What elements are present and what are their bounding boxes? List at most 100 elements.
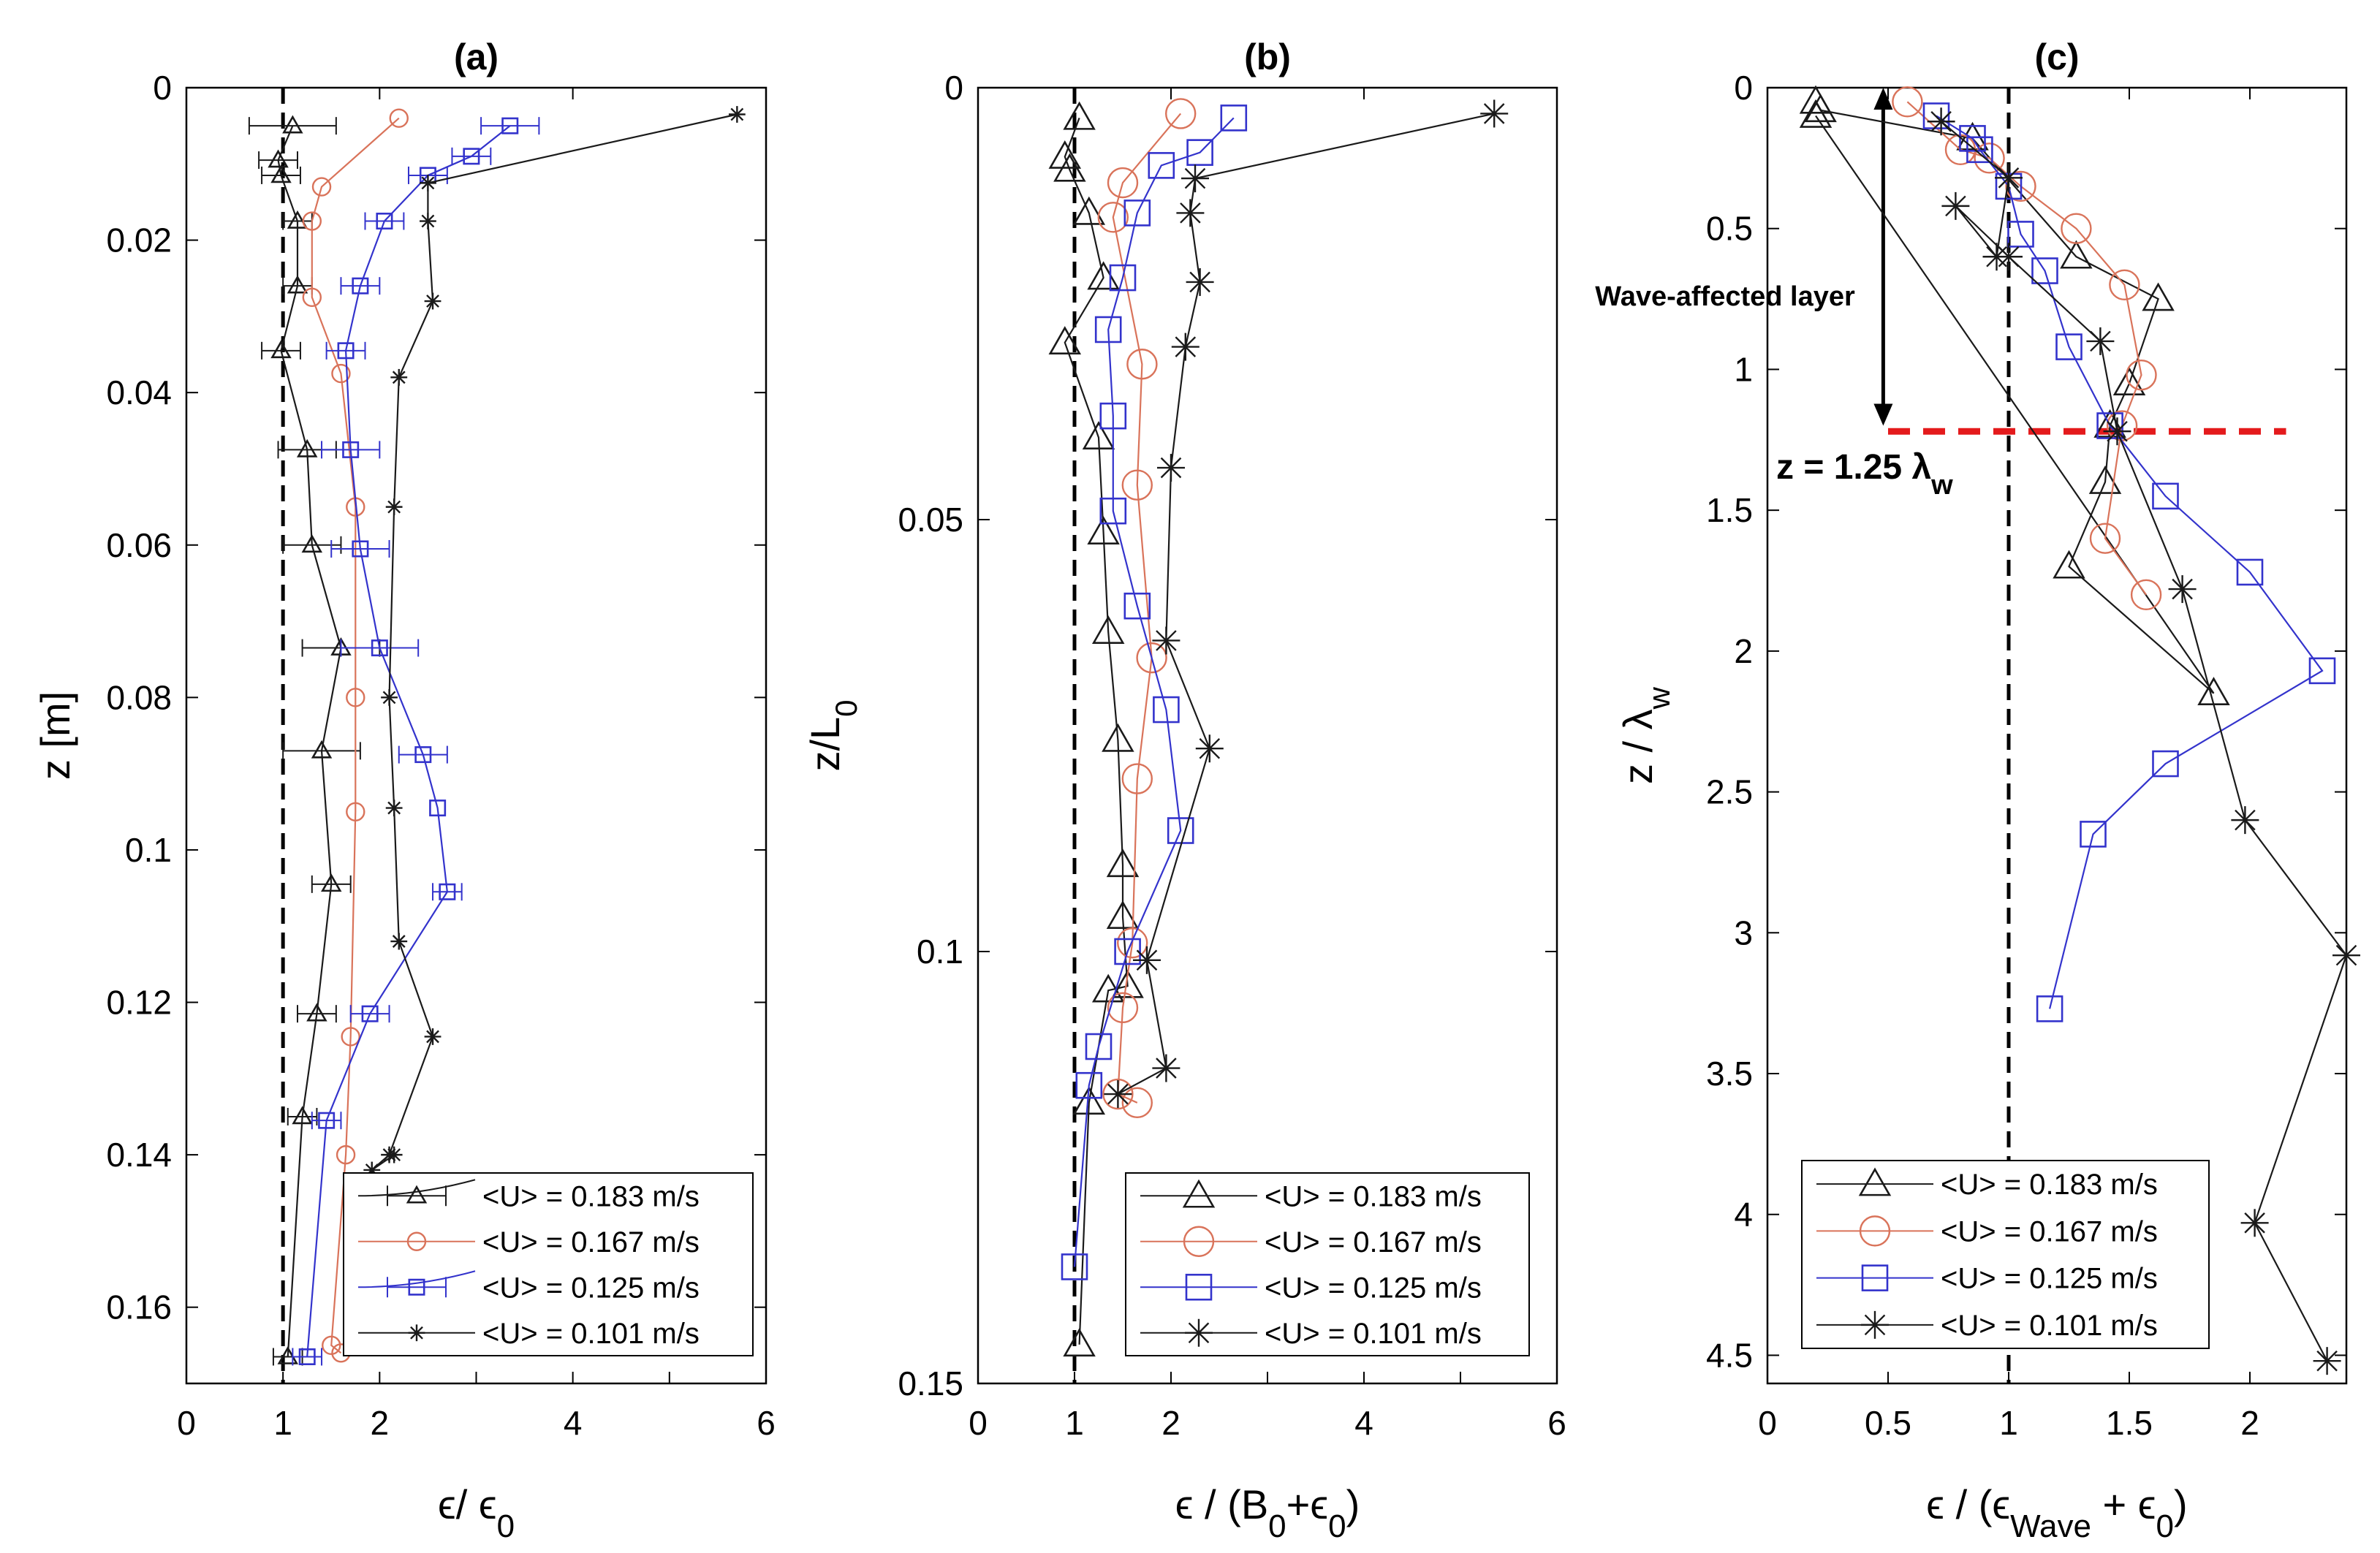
data-point-c bbox=[1804, 94, 1837, 123]
data-point-a bbox=[318, 1112, 336, 1129]
series-line-b-2 bbox=[1073, 117, 1235, 1267]
series-line-a-3 bbox=[371, 113, 738, 1171]
data-point-a bbox=[296, 438, 318, 457]
data-point-c bbox=[2089, 523, 2121, 554]
data-point-a bbox=[311, 177, 332, 197]
data-point-a bbox=[414, 746, 432, 764]
data-point-a bbox=[298, 1348, 316, 1365]
y-tick-label-b: 0 bbox=[944, 69, 963, 107]
series-c-3 bbox=[1927, 107, 2360, 1375]
data-point-c bbox=[2112, 367, 2146, 396]
series-line-b-3 bbox=[1117, 113, 1495, 1095]
panel-a: (a) 0 1 2 4 6 0 0.02 0.04 0.06 0.08 0.1 0.12 0.14 0.16… bbox=[32, 37, 776, 1544]
data-point-a bbox=[352, 277, 369, 295]
data-point-b bbox=[1186, 267, 1214, 296]
data-point-c bbox=[2308, 657, 2336, 685]
legend-marker-b bbox=[1185, 1273, 1213, 1301]
y-tick-label-a: 0.12 bbox=[106, 984, 172, 1022]
series-b-2 bbox=[1061, 105, 1248, 1280]
series-b-3 bbox=[1104, 99, 1509, 1109]
data-point-c bbox=[1995, 243, 2023, 271]
y-tick-label-a: 0.14 bbox=[106, 1136, 172, 1174]
data-point-b bbox=[1072, 196, 1106, 225]
x-tick-label-b: 1 bbox=[1065, 1404, 1084, 1442]
legend-b: <U> = 0.183 m/s <U> = 0.167 m/s <U> = 0.12… bbox=[1125, 1172, 1530, 1356]
data-point-a bbox=[342, 441, 360, 458]
data-point-c bbox=[2231, 806, 2259, 835]
legend-c: <U> = 0.183 m/s <U> = 0.167 m/s <U> = 0.12… bbox=[1801, 1160, 2210, 1349]
data-point-b bbox=[1176, 199, 1205, 227]
legend-marker-a bbox=[408, 1324, 425, 1342]
y-tick-label-c: 4 bbox=[1734, 1196, 1753, 1234]
annotation-z-depth: z = 1.25 λw bbox=[1776, 448, 1953, 501]
legend-label-c: <U> = 0.167 m/s bbox=[1941, 1215, 2158, 1248]
data-point-b bbox=[1167, 817, 1194, 844]
y-tick-label-a: 0.16 bbox=[106, 1288, 172, 1326]
data-point-c bbox=[2031, 257, 2058, 284]
data-point-b bbox=[1480, 99, 1509, 128]
data-point-b bbox=[1220, 105, 1248, 132]
data-point-a bbox=[439, 883, 456, 900]
data-point-c bbox=[2126, 359, 2157, 391]
data-point-c bbox=[1941, 191, 1970, 220]
data-point-c bbox=[2313, 1347, 2341, 1375]
data-point-c bbox=[2109, 269, 2140, 301]
data-point-b bbox=[1109, 264, 1137, 292]
y-tick-label-c: 2.5 bbox=[1706, 773, 1753, 811]
data-point-c bbox=[2005, 170, 2036, 202]
y-tick-label-c: 0 bbox=[1734, 69, 1753, 107]
data-point-c bbox=[2142, 282, 2175, 311]
legend-box-b bbox=[1125, 1172, 1530, 1356]
data-point-b bbox=[1048, 140, 1082, 169]
data-point-b bbox=[1152, 626, 1180, 655]
data-point-b bbox=[1121, 1087, 1153, 1119]
data-point-c bbox=[2168, 575, 2197, 604]
y-tick-label-c: 3 bbox=[1734, 914, 1753, 952]
data-point-b bbox=[1072, 1086, 1106, 1115]
data-point-b bbox=[1106, 900, 1140, 930]
x-tick-label-c: 0.5 bbox=[1865, 1404, 1911, 1442]
data-point-b bbox=[1053, 153, 1086, 182]
data-point-b bbox=[1123, 200, 1151, 227]
panel-title-c: (c) bbox=[2034, 37, 2079, 77]
data-point-b bbox=[1107, 992, 1139, 1024]
data-point-c bbox=[2240, 1209, 2269, 1237]
data-point-a bbox=[306, 1003, 327, 1022]
x-tick-label-b: 6 bbox=[1547, 1404, 1566, 1442]
legend-label-c: <U> = 0.183 m/s bbox=[1941, 1169, 2158, 1201]
x-axis-label-c: ϵ / (ϵWave + ϵ0) bbox=[1926, 1481, 2187, 1544]
data-point-b bbox=[1114, 938, 1141, 965]
series-a-2 bbox=[292, 117, 540, 1366]
data-point-a bbox=[270, 340, 292, 359]
legend-label-b: <U> = 0.125 m/s bbox=[1265, 1272, 1482, 1304]
data-point-c bbox=[2130, 579, 2162, 610]
data-point-a bbox=[302, 287, 322, 308]
data-point-a bbox=[424, 292, 441, 310]
data-point-c bbox=[1892, 86, 1923, 118]
panel-b: (b) 0 1 2 4 6 0 0.05 0.1 0.15 ϵ / (B0+ϵ0) z/L0 <U> =… bbox=[802, 37, 1566, 1544]
data-point-b bbox=[1106, 848, 1140, 878]
data-point-b bbox=[1104, 1080, 1132, 1109]
data-point-b bbox=[1082, 421, 1115, 450]
data-point-b bbox=[1061, 1253, 1088, 1280]
data-point-a bbox=[337, 342, 355, 360]
data-point-b bbox=[1087, 516, 1120, 545]
legend-a: <U> = 0.183 m/s <U> = 0.167 m/s <U> = 0.12… bbox=[343, 1172, 754, 1356]
panel-c: (c) 0 0.5 1 1.5 2 0 0.5 1 1.5 2 2.5 3 3.5 4 4.5 ϵ / (ϵWa… bbox=[1595, 37, 2360, 1544]
data-point-b bbox=[1099, 402, 1127, 430]
data-point-a bbox=[501, 117, 519, 134]
data-point-a bbox=[371, 639, 388, 657]
data-point-c bbox=[2197, 677, 2230, 705]
data-point-c bbox=[2007, 221, 2034, 248]
series-a-0 bbox=[248, 115, 381, 1366]
data-point-b bbox=[1075, 1071, 1103, 1099]
x-tick-label-c: 1.5 bbox=[2106, 1404, 2153, 1442]
legend-label-b: <U> = 0.101 m/s bbox=[1265, 1318, 1482, 1350]
data-point-a bbox=[301, 534, 323, 553]
legend-marker-c bbox=[1858, 1167, 1892, 1196]
data-point-a bbox=[381, 688, 398, 706]
legend-marker-a bbox=[406, 1185, 428, 1204]
data-point-b bbox=[1091, 615, 1125, 644]
data-point-c bbox=[2152, 482, 2179, 510]
legend-box-c bbox=[1801, 1160, 2210, 1349]
